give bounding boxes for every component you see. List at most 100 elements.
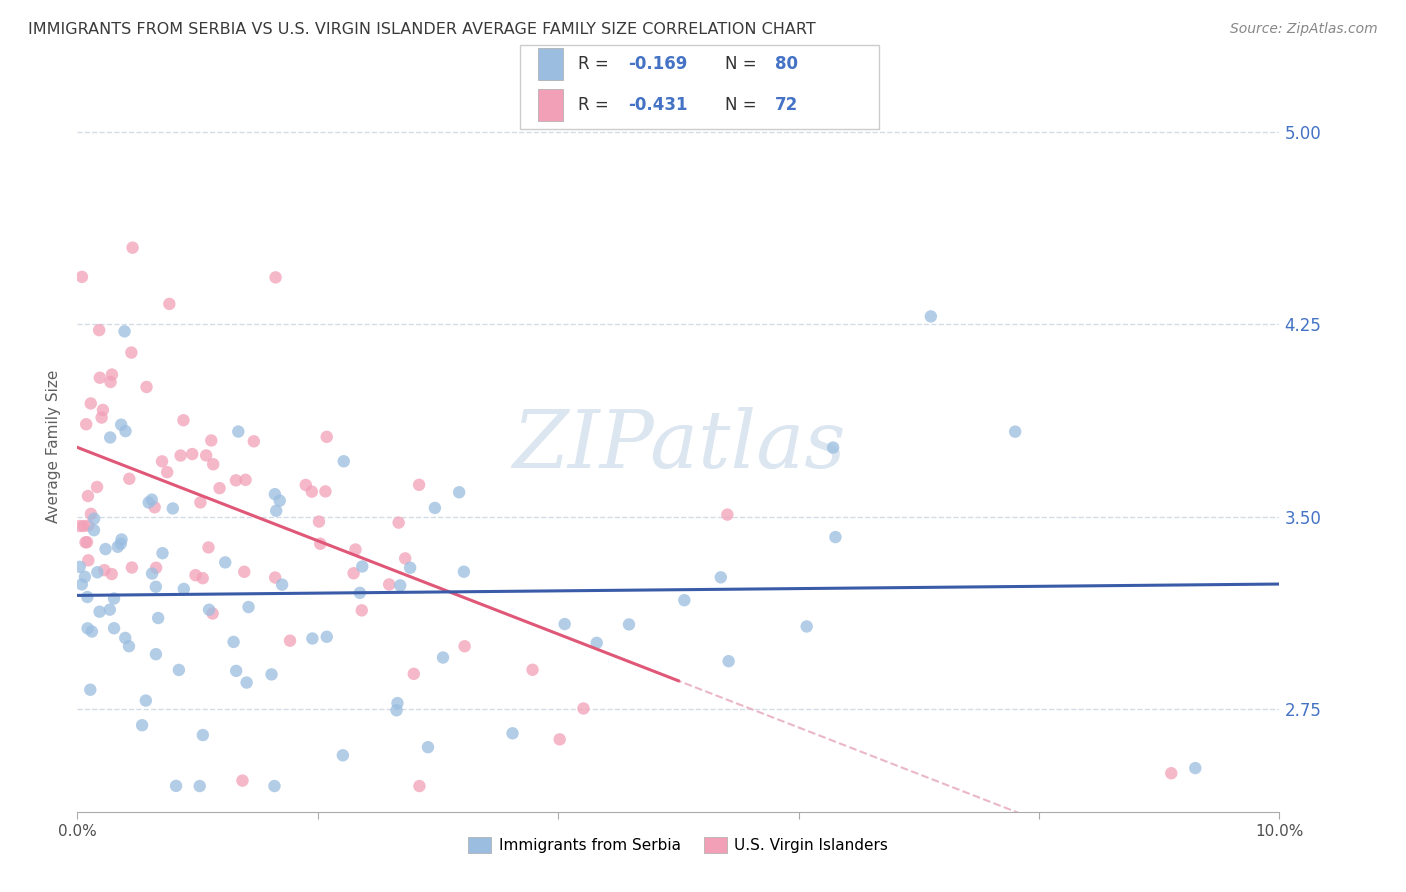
Point — [673, 593, 696, 607]
Point — [141, 566, 163, 581]
Point — [173, 582, 195, 596]
Point — [585, 636, 607, 650]
Point — [332, 748, 354, 763]
Point — [110, 533, 132, 547]
Point — [554, 617, 576, 632]
Point — [342, 566, 364, 581]
Point — [408, 478, 430, 492]
Point — [824, 530, 846, 544]
Point — [823, 441, 845, 455]
Point — [76, 621, 98, 635]
Point — [264, 487, 287, 501]
Point — [100, 375, 122, 389]
Text: -0.431: -0.431 — [627, 95, 688, 114]
Point — [172, 413, 194, 427]
Point — [264, 504, 287, 518]
Point — [131, 718, 153, 732]
Point — [423, 500, 446, 515]
Point — [260, 667, 283, 681]
Text: N =: N = — [724, 95, 762, 114]
Point — [77, 518, 100, 533]
FancyBboxPatch shape — [520, 45, 879, 129]
Point — [98, 430, 121, 444]
Point — [388, 516, 411, 530]
Y-axis label: Average Family Size: Average Family Size — [46, 369, 62, 523]
Point — [235, 675, 257, 690]
Point — [238, 600, 260, 615]
Point — [208, 481, 231, 495]
Point — [152, 546, 174, 560]
Point — [352, 559, 374, 574]
Point — [202, 457, 225, 471]
Point — [188, 779, 211, 793]
Point — [143, 500, 166, 515]
Point — [73, 570, 96, 584]
Point — [76, 535, 98, 549]
Point — [75, 417, 97, 432]
Point — [796, 619, 818, 633]
Point — [110, 417, 132, 432]
Point — [75, 535, 97, 549]
Text: Source: ZipAtlas.com: Source: ZipAtlas.com — [1230, 22, 1378, 37]
Point — [243, 434, 266, 449]
Point — [77, 489, 100, 503]
Legend: Immigrants from Serbia, U.S. Virgin Islanders: Immigrants from Serbia, U.S. Virgin Isla… — [463, 830, 894, 859]
Point — [69, 559, 91, 574]
Point — [86, 566, 108, 580]
Point — [72, 519, 94, 533]
FancyBboxPatch shape — [538, 88, 564, 120]
Point — [344, 542, 367, 557]
Point — [120, 345, 142, 359]
Point — [138, 495, 160, 509]
Point — [548, 732, 571, 747]
Point — [308, 515, 330, 529]
Point — [167, 663, 190, 677]
Point — [385, 703, 408, 717]
Point — [83, 523, 105, 537]
Point — [416, 740, 439, 755]
Point — [301, 632, 323, 646]
Point — [716, 508, 738, 522]
Point — [145, 560, 167, 574]
Point — [710, 570, 733, 584]
Point — [314, 484, 336, 499]
Point — [141, 492, 163, 507]
Point — [157, 297, 180, 311]
Point — [135, 380, 157, 394]
Point — [197, 541, 219, 555]
Point — [79, 682, 101, 697]
Point — [191, 571, 214, 585]
Point — [100, 567, 122, 582]
Point — [91, 403, 114, 417]
Point — [80, 396, 103, 410]
Point — [399, 561, 422, 575]
Point — [89, 323, 111, 337]
Point — [572, 701, 595, 715]
Point — [76, 590, 98, 604]
Point — [89, 370, 111, 384]
Point — [294, 478, 316, 492]
Point — [181, 447, 204, 461]
Point — [278, 633, 301, 648]
Point — [114, 324, 136, 338]
Point — [145, 647, 167, 661]
Point — [271, 577, 294, 591]
Point — [214, 555, 236, 569]
Point — [156, 465, 179, 479]
Point — [264, 570, 287, 584]
Point — [453, 640, 475, 654]
Point — [332, 454, 354, 468]
Point — [394, 551, 416, 566]
Point — [617, 617, 640, 632]
Point — [408, 779, 430, 793]
Point — [301, 484, 323, 499]
Point — [107, 540, 129, 554]
Point — [269, 493, 291, 508]
Point — [522, 663, 544, 677]
Point — [89, 605, 111, 619]
Text: 72: 72 — [775, 95, 799, 114]
Point — [93, 563, 115, 577]
Point — [315, 430, 337, 444]
Point — [920, 310, 942, 324]
Point — [70, 577, 93, 591]
